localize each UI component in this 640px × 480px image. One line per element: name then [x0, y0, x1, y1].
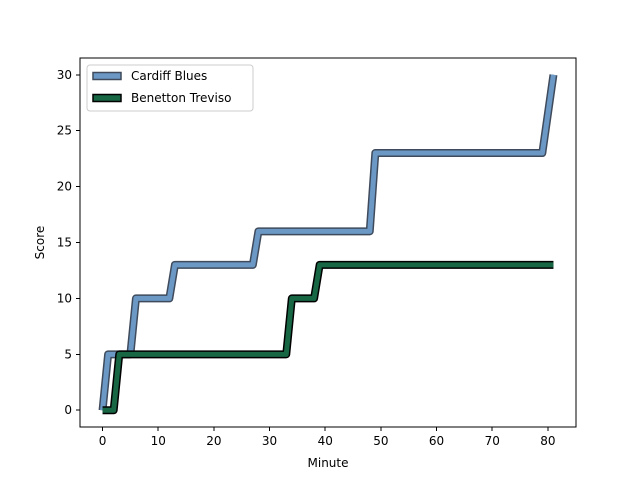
x-tick-label: 30	[262, 434, 277, 448]
x-tick-label: 70	[485, 434, 500, 448]
x-axis-title: Minute	[308, 456, 349, 470]
series-line-1	[102, 262, 554, 413]
series-line-0	[100, 74, 556, 411]
x-tick-label: 10	[151, 434, 166, 448]
axes-group	[79, 57, 577, 428]
y-tick-label: 30	[57, 68, 72, 82]
legend-label-0: Cardiff Blues	[131, 69, 207, 83]
plot-frame	[79, 57, 577, 428]
x-tick-label: 0	[99, 434, 107, 448]
y-tick-label: 10	[57, 291, 72, 305]
x-tick-label: 80	[540, 434, 555, 448]
legend: Cardiff Blues Benetton Treviso	[86, 64, 254, 112]
y-tick-label: 0	[64, 403, 72, 417]
legend-frame	[86, 64, 254, 112]
y-tick-label: 20	[57, 180, 72, 194]
y-tick-label: 5	[64, 347, 72, 361]
legend-label-1: Benetton Treviso	[131, 91, 231, 105]
x-tick-label: 40	[318, 434, 333, 448]
x-tick-label: 60	[429, 434, 444, 448]
legend-swatch-0	[92, 71, 122, 81]
y-tick-label: 25	[57, 124, 72, 138]
y-axis-title: Score	[33, 226, 47, 260]
plot-series-group	[98, 74, 558, 415]
series-outline-0	[98, 74, 558, 411]
legend-swatch-1	[92, 93, 122, 103]
y-tick-label: 15	[57, 236, 72, 250]
x-tick-label: 50	[373, 434, 388, 448]
ticks-group: 0 10 20 30 40 50 60 70 80 0 5 10 15 20 25 30	[57, 68, 556, 448]
x-tick-label: 20	[206, 434, 221, 448]
